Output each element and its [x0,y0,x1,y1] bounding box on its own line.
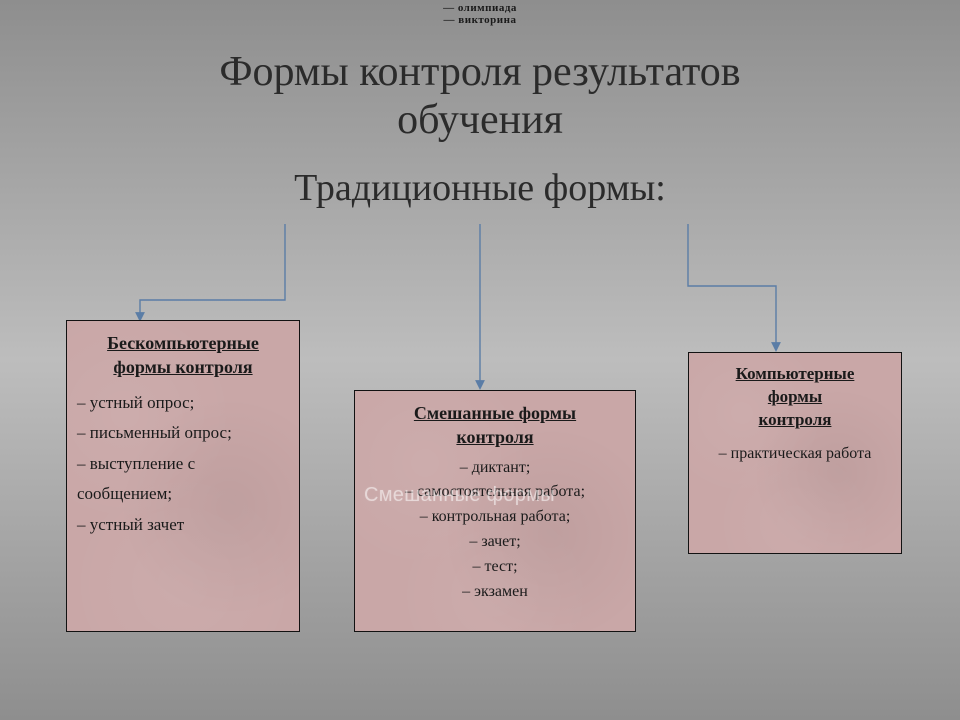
box-mixed: Смешанные формы контроля – диктант; – са… [354,390,636,632]
ghost-line-1: — олимпиада [443,2,517,14]
hdr-line: Компьютерные [736,364,855,383]
list-item: – устный зачет [77,510,289,541]
list-item: – практическая работа [699,442,891,466]
arrow-left [140,224,285,320]
box-mixed-header: Смешанные формы контроля [355,391,635,450]
hdr-line: формы [768,387,822,406]
hdr-line: контроля [759,410,832,429]
box-computer-items: – практическая работа [689,432,901,466]
slide-subtitle: Традиционные формы: [0,168,960,210]
title-line-1: Формы контроля результатов [0,48,960,96]
list-item: – самостоятельная работа; [365,480,625,505]
title-line-2: обучения [0,96,960,144]
list-item: – тест; [365,555,625,580]
list-item: – письменный опрос; [77,418,289,449]
list-item: – выступление с сообщением; [77,449,289,510]
list-item: – зачет; [365,530,625,555]
list-item: – устный опрос; [77,388,289,419]
hdr-line: Бескомпьютерные [107,333,259,353]
ghost-line-2: — викторина [443,14,517,26]
list-item: – контрольная работа; [365,505,625,530]
hdr-line: формы контроля [113,357,252,377]
top-ghost-text: — олимпиада — викторина [443,2,517,26]
list-item: – экзамен [365,580,625,605]
box-noncomputer: Бескомпьютерные формы контроля – устный … [66,320,300,632]
box-noncomputer-items: – устный опрос; – письменный опрос; – вы… [67,380,299,541]
box-computer-header: Компьютерные формы контроля [689,353,901,432]
hdr-line: контроля [456,427,533,447]
hdr-line: Смешанные формы [414,403,576,423]
box-noncomputer-header: Бескомпьютерные формы контроля [67,321,299,380]
list-item: – диктант; [365,456,625,481]
box-computer: Компьютерные формы контроля – практическ… [688,352,902,554]
slide-title: Формы контроля результатов обучения [0,48,960,145]
box-mixed-items: – диктант; – самостоятельная работа; – к… [355,450,635,605]
arrow-right [688,224,776,350]
slide: — олимпиада — викторина Формы контроля р… [0,0,960,720]
